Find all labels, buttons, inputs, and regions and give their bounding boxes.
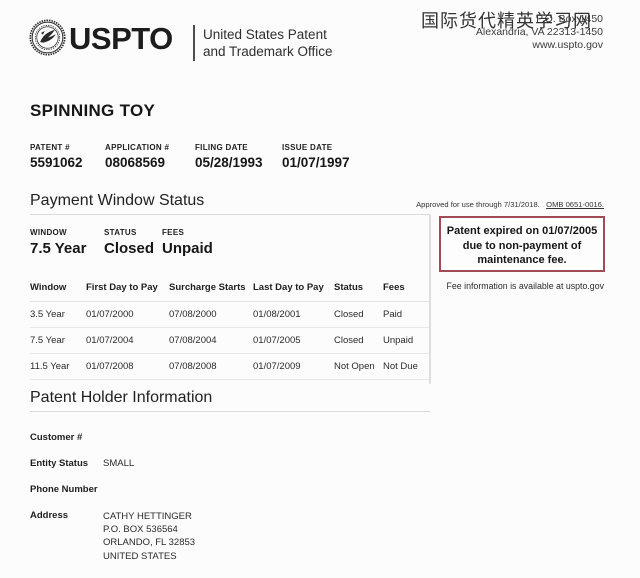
patent-number-label: PATENT # — [30, 143, 70, 152]
patent-expired-notice: Patent expired on 01/07/2005 due to non-p… — [439, 216, 605, 272]
entity-status-label: Entity Status — [30, 458, 89, 469]
entity-status-value: SMALL — [103, 458, 135, 469]
cell-last-day: 01/07/2005 — [253, 327, 334, 354]
current-window-label: WINDOW — [30, 228, 67, 237]
cell-first-day: 01/07/2004 — [86, 327, 169, 354]
cell-surcharge: 07/08/2008 — [169, 353, 253, 380]
omb-approval-note: Approved for use through 7/31/2018. OMB … — [416, 200, 604, 209]
org-name-line2: and Trademark Office — [203, 44, 333, 59]
fee-table-row: 11.5 Year 01/07/2008 07/08/2008 01/07/20… — [30, 353, 430, 380]
omb-link[interactable]: OMB 0651-0016. — [546, 200, 604, 209]
fee-table-header-row: Window First Day to Pay Surcharge Starts… — [30, 276, 430, 302]
hq-address-line: P.O. Box 1450 — [536, 13, 603, 25]
holder-address-line: ORLANDO, FL 32853 — [103, 537, 196, 549]
holder-address-line: P.O. BOX 536564 — [103, 524, 178, 536]
filing-date-field: FILING DATE 05/28/1993 — [195, 143, 263, 170]
current-window-value: 7.5 Year — [30, 240, 87, 257]
fee-window-table: Window First Day to Pay Surcharge Starts… — [30, 276, 430, 380]
hq-address: P.O. Box 1450 Alexandria, VA 22313-1450 ww… — [476, 13, 603, 52]
cell-last-day: 01/07/2009 — [253, 353, 334, 380]
org-name: United States Patent and Trademark Offic… — [203, 26, 333, 60]
customer-number-label: Customer # — [30, 432, 83, 443]
application-number-field: APPLICATION # 08068569 — [105, 143, 169, 170]
issue-date-field: ISSUE DATE 01/07/1997 — [282, 143, 350, 170]
cell-status: Closed — [334, 327, 383, 354]
cell-fees: Paid — [383, 301, 430, 328]
holder-address: CATHY HETTINGER P.O. BOX 536564 ORLANDO, F… — [103, 510, 195, 563]
uspto-logo-text: USPTO — [69, 21, 173, 56]
watermark-text: 国际货代精英学习网 — [421, 11, 592, 31]
patent-number-value: 5591062 — [30, 155, 83, 170]
cell-window: 3.5 Year — [30, 301, 86, 328]
cell-surcharge: 07/08/2004 — [169, 327, 253, 354]
application-number-label: APPLICATION # — [105, 143, 170, 152]
hq-address-line: Alexandria, VA 22313-1450 — [475, 26, 603, 38]
col-window: Window — [30, 276, 86, 302]
col-surcharge: Surcharge Starts — [169, 276, 253, 302]
org-name-line1: United States Patent — [203, 27, 327, 42]
application-number-value: 08068569 — [105, 155, 166, 170]
cell-status: Not Open — [334, 353, 383, 380]
approved-text: Approved for use through 7/31/2018. — [416, 200, 540, 209]
phone-number-label: Phone Number — [30, 484, 98, 495]
hq-address-line: www.uspto.gov — [532, 39, 603, 51]
patent-title: SPINNING TOY — [30, 101, 156, 120]
cell-fees: Unpaid — [383, 327, 430, 354]
fee-table-row: 3.5 Year 01/07/2000 07/08/2000 01/08/200… — [30, 301, 430, 328]
current-fees-field: FEES Unpaid — [162, 228, 213, 257]
patent-number-field: PATENT # 5591062 — [30, 143, 83, 170]
col-status: Status — [334, 276, 383, 302]
cell-surcharge: 07/08/2000 — [169, 301, 253, 328]
cell-last-day: 01/08/2001 — [253, 301, 334, 328]
payment-window-status-heading: Payment Window Status — [30, 192, 205, 209]
patent-expired-notice-line: Patent expired on 01/07/2005 — [446, 225, 598, 237]
issue-date-label: ISSUE DATE — [282, 143, 333, 152]
section-rule — [30, 411, 430, 412]
fee-info-note: Fee information is available at uspto.go… — [446, 281, 604, 291]
patent-holder-heading: Patent Holder Information — [30, 389, 213, 406]
filing-date-value: 05/28/1993 — [195, 155, 263, 170]
fee-table-row: 7.5 Year 01/07/2004 07/08/2004 01/07/200… — [30, 327, 430, 354]
current-status-field: STATUS Closed — [104, 228, 154, 257]
issue-date-value: 01/07/1997 — [282, 155, 350, 170]
col-fees: Fees — [383, 276, 430, 302]
holder-address-line: UNITED STATES — [103, 550, 177, 562]
patent-expired-notice-line: maintenance fee. — [477, 254, 567, 266]
cell-first-day: 01/07/2008 — [86, 353, 169, 380]
holder-address-line: CATHY HETTINGER — [103, 511, 192, 522]
cell-status: Closed — [334, 301, 383, 328]
uspto-seal-icon — [29, 19, 66, 56]
col-first-day: First Day to Pay — [86, 276, 169, 302]
filing-date-label: FILING DATE — [195, 143, 248, 152]
current-fees-value: Unpaid — [162, 240, 213, 257]
section-rule — [30, 214, 430, 215]
current-window-field: WINDOW 7.5 Year — [30, 228, 86, 257]
patent-expired-notice-line: due to non-payment of — [462, 239, 582, 252]
cell-fees: Not Due — [383, 353, 430, 380]
current-status-label: STATUS — [104, 228, 137, 237]
cell-window: 7.5 Year — [30, 327, 86, 354]
address-label: Address — [30, 510, 69, 521]
table-scrollbar[interactable] — [429, 214, 431, 384]
current-status-value: Closed — [104, 240, 155, 257]
cell-first-day: 01/07/2000 — [86, 301, 169, 328]
col-last-day: Last Day to Pay — [253, 276, 334, 302]
cell-window: 11.5 Year — [30, 353, 86, 380]
header-divider — [193, 25, 195, 61]
current-fees-label: FEES — [162, 228, 185, 237]
